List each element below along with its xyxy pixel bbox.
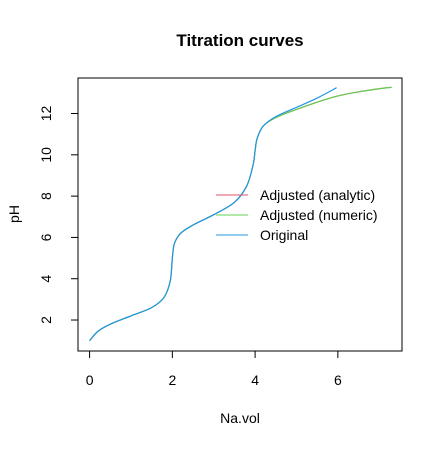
y-axis-label: pH [6,205,22,223]
y-tick-label: 12 [38,106,54,122]
y-tick-label: 6 [38,233,54,241]
series-original [89,87,337,342]
x-axis: 0 2 4 6 [86,350,342,388]
y-tick-label: 8 [38,192,54,200]
legend-label-original: Original [260,227,308,243]
series-layer [89,86,392,342]
x-tick-label: 0 [86,372,94,388]
legend: Adjusted (analytic) Adjusted (numeric) O… [216,187,378,243]
x-tick-label: 4 [251,372,259,388]
y-tick-label: 4 [38,275,54,283]
legend-label-numeric: Adjusted (numeric) [260,207,378,223]
x-axis-label: Na.vol [220,410,260,426]
x-tick-label: 2 [168,372,176,388]
y-tick-label: 10 [38,147,54,163]
legend-label-analytic: Adjusted (analytic) [260,187,375,203]
y-axis: 2 4 6 8 10 12 [38,106,79,324]
x-tick-label: 6 [334,372,342,388]
chart-title: Titration curves [176,31,303,50]
y-tick-label: 2 [38,316,54,324]
